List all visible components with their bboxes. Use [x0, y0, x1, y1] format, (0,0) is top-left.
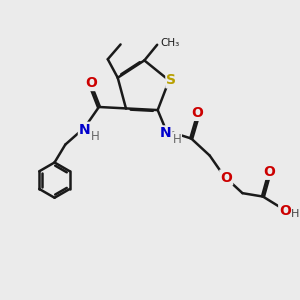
- Text: O: O: [85, 76, 97, 90]
- Text: N: N: [79, 123, 91, 137]
- Text: H: H: [91, 130, 100, 142]
- Text: H: H: [291, 208, 299, 219]
- Text: H: H: [173, 133, 182, 146]
- Text: O: O: [279, 204, 291, 218]
- Text: S: S: [166, 74, 176, 87]
- Text: CH₃: CH₃: [160, 38, 180, 48]
- Text: O: O: [192, 106, 203, 120]
- Text: N: N: [160, 126, 172, 140]
- Text: O: O: [220, 170, 232, 184]
- Text: O: O: [263, 165, 275, 179]
- Text: ·: ·: [298, 207, 300, 220]
